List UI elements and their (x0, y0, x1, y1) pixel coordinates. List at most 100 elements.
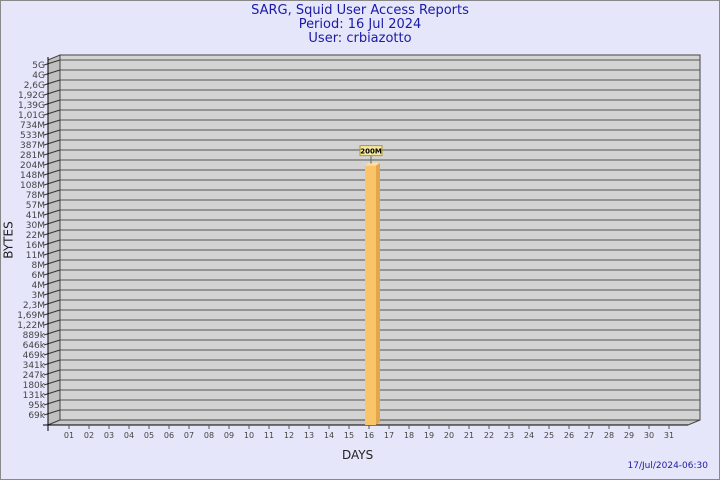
x-tick-label: 01 (64, 431, 74, 440)
y-tick (43, 109, 61, 116)
y-tick-label: 533M (20, 131, 45, 141)
y-tick-label: 11M (26, 251, 45, 261)
y-tick (43, 289, 61, 296)
x-tick-label: 14 (324, 431, 334, 440)
y-tick-label: 1,22M (17, 321, 45, 331)
y-tick (43, 79, 61, 86)
x-tick-label: 20 (444, 431, 454, 440)
y-tick-label: 16M (26, 241, 45, 251)
y-tick-label: 204M (20, 161, 45, 171)
x-tick-label: 29 (624, 431, 634, 440)
y-tick (43, 299, 61, 306)
y-tick-label: 5G (32, 61, 45, 71)
y-tick (43, 149, 61, 156)
y-tick-label: 8M (32, 261, 46, 271)
x-tick-label: 19 (424, 431, 434, 440)
y-tick-label: 4G (32, 71, 45, 81)
y-tick-label: 180k (23, 381, 46, 391)
y-tick-label: 281M (20, 151, 45, 161)
x-tick-label: 04 (124, 431, 134, 440)
bar-side (376, 162, 380, 426)
x-tick-label: 22 (484, 431, 494, 440)
y-tick (43, 179, 61, 186)
y-tick (43, 119, 61, 126)
y-tick (43, 59, 61, 66)
bar (365, 165, 376, 426)
y-tick (43, 399, 61, 406)
x-tick-label: 31 (664, 431, 674, 440)
y-tick (43, 389, 61, 396)
y-tick-label: 30M (26, 221, 45, 231)
x-tick-label: 23 (504, 431, 514, 440)
y-tick-label: 69k (28, 411, 45, 421)
x-tick-label: 26 (564, 431, 574, 440)
y-tick-label: 341k (23, 361, 46, 371)
y-tick-label: 1,39G (18, 101, 45, 111)
y-tick-label: 469k (23, 351, 46, 361)
y-tick-label: 734M (20, 121, 45, 131)
y-tick (43, 409, 61, 416)
x-tick-label: 02 (84, 431, 94, 440)
bar-top (365, 162, 380, 166)
y-tick-label: 2,6G (24, 81, 45, 91)
y-tick (43, 369, 61, 376)
x-tick-label: 05 (144, 431, 154, 440)
y-tick (43, 269, 61, 276)
x-tick-label: 17 (384, 431, 394, 440)
x-tick-label: 07 (184, 431, 194, 440)
y-tick (43, 379, 61, 386)
y-tick (43, 69, 61, 76)
y-tick-label: 646k (23, 341, 46, 351)
x-tick-label: 15 (344, 431, 354, 440)
y-tick (43, 239, 61, 246)
x-tick-label: 21 (464, 431, 474, 440)
x-tick-label: 28 (604, 431, 614, 440)
x-tick-label: 24 (524, 431, 534, 440)
y-tick-label: 1,01G (18, 111, 45, 121)
y-tick-label: 108M (20, 181, 45, 191)
y-tick (43, 319, 61, 326)
x-tick-label: 18 (404, 431, 414, 440)
y-tick (43, 329, 61, 336)
chart-user: User: crbiazotto (308, 31, 412, 46)
x-tick-label: 11 (264, 431, 274, 440)
x-tick-label: 10 (244, 431, 254, 440)
y-tick-label: 889k (23, 331, 46, 341)
y-tick (43, 99, 61, 106)
x-tick-label: 16 (364, 431, 374, 440)
y-tick (43, 139, 61, 146)
y-tick (43, 169, 61, 176)
y-tick (43, 339, 61, 346)
bar-value-label: 200M (360, 148, 382, 156)
y-tick-label: 4M (32, 281, 46, 291)
x-axis-label: DAYS (342, 448, 374, 462)
y-tick (43, 189, 61, 196)
y-tick-label: 41M (26, 211, 45, 221)
y-tick (43, 159, 61, 166)
y-tick-label: 1,92G (18, 91, 45, 101)
y-tick (43, 89, 61, 96)
y-tick-label: 131k (23, 391, 46, 401)
y-tick-label: 1,69M (17, 311, 45, 321)
y-tick (43, 309, 61, 316)
y-tick-label: 247k (23, 371, 46, 381)
y-tick (43, 219, 61, 226)
chart-title: SARG, Squid User Access Reports (251, 3, 469, 18)
y-tick (43, 249, 61, 256)
y-tick (43, 229, 61, 236)
x-tick-label: 30 (644, 431, 654, 440)
y-tick (43, 359, 61, 366)
y-tick (43, 209, 61, 216)
y-tick-label: 22M (26, 231, 45, 241)
y-tick-label: 78M (26, 191, 45, 201)
x-tick-label: 03 (104, 431, 114, 440)
y-tick-label: 6M (32, 271, 46, 281)
bar-label-box (359, 145, 383, 157)
y-tick (43, 349, 61, 356)
y-tick-label: 57M (26, 201, 45, 211)
y-axis-label: BYTES (1, 221, 16, 259)
x-tick-label: 08 (204, 431, 214, 440)
x-tick-label: 06 (164, 431, 174, 440)
y-tick-label: 148M (20, 171, 45, 181)
chart-period: Period: 16 Jul 2024 (298, 17, 422, 32)
